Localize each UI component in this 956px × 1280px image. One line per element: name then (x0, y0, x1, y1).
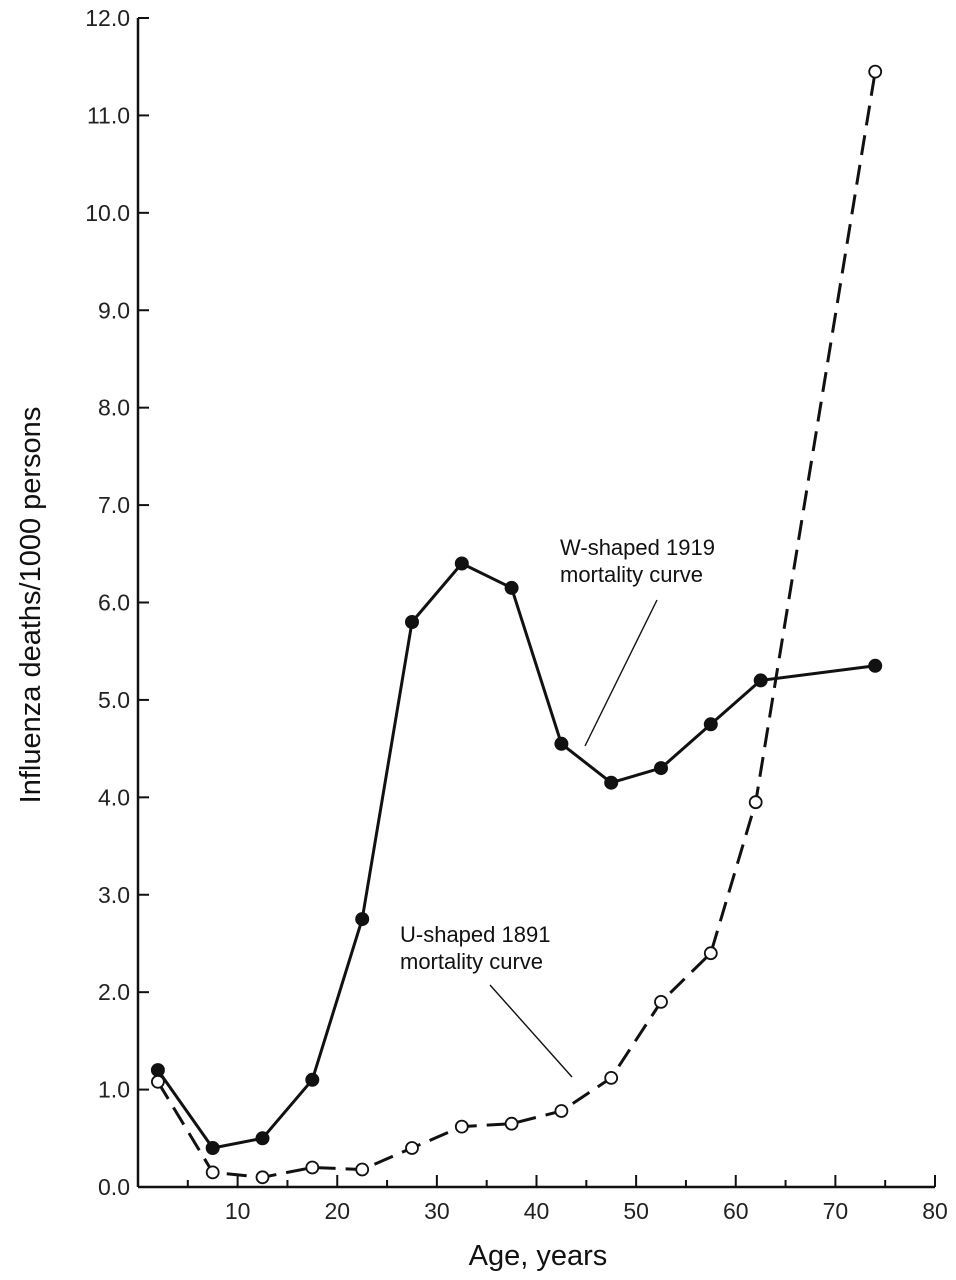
data-point-filled (604, 775, 619, 790)
y-tick-label: 2.0 (98, 979, 130, 1005)
data-point-open (703, 946, 718, 961)
data-point-open (654, 995, 668, 1009)
y-tick-label: 9.0 (98, 297, 130, 323)
series-u-shaped-1891 (150, 64, 883, 1185)
y-tick-label: 0.0 (98, 1174, 130, 1200)
series-line (156, 562, 876, 1150)
data-point-filled (355, 912, 370, 927)
y-tick-label: 4.0 (98, 784, 130, 810)
y-tick-label: 8.0 (98, 395, 130, 421)
series-layer (150, 64, 883, 1185)
x-tick-label: 80 (922, 1198, 948, 1224)
data-point-filled (654, 761, 668, 776)
data-point-open (205, 1165, 220, 1180)
data-point-open (554, 1104, 569, 1118)
x-axis-title: Age, years (469, 1240, 608, 1272)
annotation-line2: mortality curve (400, 949, 543, 974)
series-line (156, 71, 877, 1179)
data-point-open (454, 1119, 469, 1134)
y-axis-title: Influenza deaths/1000 persons (15, 407, 47, 804)
x-tick-label: 40 (524, 1198, 550, 1224)
data-point-open (255, 1170, 270, 1185)
y-tick-label: 11.0 (87, 102, 130, 128)
data-point-open (748, 795, 763, 810)
annotation-line1: W-shaped 1919 (560, 535, 715, 560)
x-tick-label: 50 (623, 1198, 649, 1224)
data-point-filled (205, 1141, 220, 1155)
x-tick-label: 60 (723, 1198, 749, 1224)
y-tick-label: 10.0 (85, 200, 130, 226)
data-point-filled (504, 580, 519, 595)
data-point-open (355, 1162, 370, 1177)
y-tick-label: 7.0 (98, 492, 130, 518)
annotation-leader-line (584, 599, 658, 747)
data-point-filled (405, 615, 419, 629)
data-point-open (405, 1141, 419, 1155)
y-tick-label: 5.0 (98, 687, 130, 713)
data-point-filled (150, 1063, 165, 1078)
x-tick-label: 20 (324, 1198, 350, 1224)
y-tick-label: 1.0 (98, 1077, 130, 1103)
y-tick-label: 12.0 (85, 5, 130, 31)
data-point-filled (868, 658, 883, 673)
annotation-line2: mortality curve (560, 562, 703, 587)
axes: 0.0 1.0 2.0 3.0 4.0 5.0 6.0 7.0 8.0 9.0 10.0 11.0 12… (85, 5, 948, 1224)
data-point-filled (255, 1131, 270, 1146)
data-point-filled (454, 556, 469, 571)
data-point-open (868, 64, 883, 79)
data-point-open (305, 1160, 320, 1175)
data-point-filled (703, 717, 718, 732)
data-point-open (150, 1074, 165, 1089)
series-w-shaped-1919 (150, 556, 883, 1155)
annotation-leader-line (489, 984, 573, 1078)
data-point-filled (753, 673, 768, 688)
y-tick-label: 6.0 (98, 590, 130, 616)
x-tick-label: 70 (823, 1198, 849, 1224)
data-point-open (504, 1116, 519, 1131)
data-point-filled (554, 736, 569, 751)
x-tick-label: 30 (424, 1198, 450, 1224)
y-tick-label: 3.0 (98, 882, 130, 908)
x-tick-label: 10 (225, 1198, 251, 1224)
annotation-line1: U-shaped 1891 (400, 922, 550, 947)
data-point-filled (305, 1072, 320, 1087)
data-point-open (604, 1071, 619, 1085)
